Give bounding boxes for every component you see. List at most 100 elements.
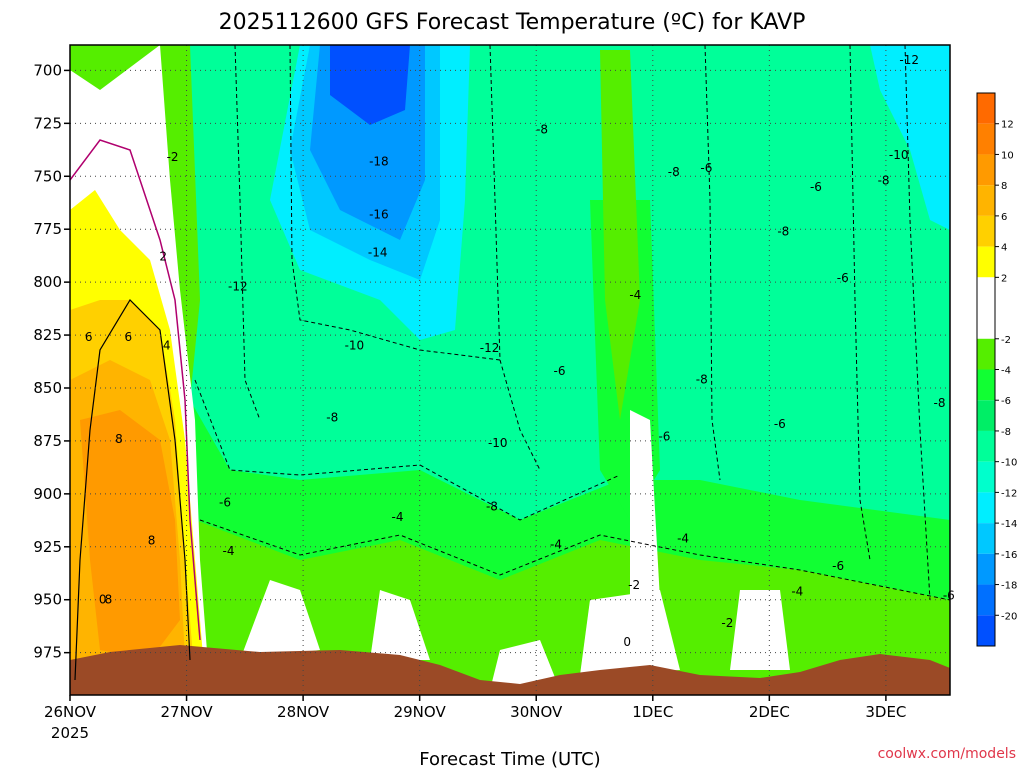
field-plus-8-region (80, 410, 180, 660)
contour-line-e (199, 519, 950, 601)
colorbar-bin (977, 492, 995, 524)
contour-line-f (704, 45, 721, 481)
grid-lines (70, 45, 950, 695)
contour-label: -18 (369, 154, 389, 168)
field-right-cold-region (870, 45, 950, 230)
x-year-label: 2025 (51, 724, 89, 742)
colorbar-tick-label: -10 (1001, 458, 1017, 469)
field-warm-pocket-e (730, 590, 790, 670)
colorbar-bin (977, 185, 995, 216)
contour-label: -6 (658, 430, 670, 444)
plot-frame (69, 44, 951, 696)
colorbar: 12 10 8 6 4 2 -2 -4 -6 -8 -10 -12 -14 -16 -18 -20 (976, 92, 1017, 647)
contour-label: -2 (167, 150, 179, 164)
colorbar-bin (977, 154, 995, 186)
colorbar-tick-label: -14 (1001, 519, 1017, 530)
contour-label: -2 (628, 578, 640, 592)
credit-link[interactable]: coolwx.com/models (878, 746, 1016, 762)
contour-line-warm (74, 299, 191, 681)
contour-label: -8 (696, 373, 708, 387)
contour-label: -6 (837, 271, 849, 285)
x-tick-label: 26NOV (44, 703, 97, 721)
contour-label: 6 (85, 330, 93, 344)
y-tick-label: 900 (33, 485, 62, 503)
contour-line-g (849, 45, 871, 561)
colorbar-bin (977, 93, 995, 124)
colorbar-bin (977, 215, 995, 247)
contour-label: -4 (677, 531, 689, 545)
contour-label: -8 (777, 224, 789, 238)
contour-labels: -226 648808-12-6-4-8-18-16-14-10-4-12-10-… (85, 53, 955, 649)
colorbar-tick-label: -8 (1001, 427, 1011, 438)
colorbar-bin (977, 277, 995, 339)
colorbar-bin (977, 246, 995, 278)
colorbar-tick-label: -12 (1001, 488, 1017, 499)
colorbar-tick-label: 8 (1001, 181, 1007, 192)
contour-label: -4 (223, 544, 235, 558)
x-tick-label: 30NOV (510, 703, 563, 721)
temperature-field (70, 45, 950, 695)
contour-line-c (489, 45, 541, 471)
x-axis: 2025 26NOV 27NOV 28NOV 29NOV 30NOV 1DEC 2DEC 3D… (44, 695, 906, 742)
x-tick-label: 3DEC (865, 703, 906, 721)
contour-label: -4 (791, 584, 803, 598)
contour-label: -6 (943, 588, 955, 602)
contour-label: -6 (774, 417, 786, 431)
x-tick-label: 27NOV (160, 703, 213, 721)
contour-line-b (289, 45, 501, 361)
y-axis: 700 725 750 775 800 825 850 875 900 925 950 975 (33, 61, 70, 662)
contour-label: -6 (700, 161, 712, 175)
colorbar-tick-label: 4 (1001, 243, 1007, 254)
contour-lines (70, 45, 950, 681)
colorbar-tick-label: -6 (1001, 396, 1011, 407)
colorbar-tick-label: -4 (1001, 366, 1011, 377)
colorbar-tick-label: 12 (1001, 120, 1014, 131)
contour-label: 6 (124, 330, 132, 344)
contour-label: -6 (219, 495, 231, 509)
field-warm-pocket-c (580, 590, 680, 675)
field-minus-20-region (330, 45, 410, 125)
contour-label: 0 (623, 635, 631, 649)
colorbar-bin (977, 553, 995, 585)
contour-label: -8 (934, 396, 946, 410)
contour-label: -4 (392, 510, 404, 524)
colorbar-bin (977, 123, 995, 155)
contour-line-a (234, 45, 261, 421)
contour-label: -4 (629, 288, 641, 302)
field-warm-pocket-d (630, 410, 660, 600)
y-tick-label: 825 (33, 326, 62, 344)
field-warm-pocket-b (370, 590, 430, 660)
colorbar-bin (977, 430, 995, 462)
contour-label: -6 (810, 180, 822, 194)
x-tick-label: 29NOV (394, 703, 447, 721)
contour-label: -2 (721, 616, 733, 630)
contour-label: -8 (536, 123, 548, 137)
terrain-ground (70, 645, 950, 695)
x-tick-label: 1DEC (632, 703, 673, 721)
y-tick-label: 875 (33, 432, 62, 450)
contour-freezing-line (70, 139, 201, 641)
contour-label: -16 (369, 207, 389, 221)
y-tick-label: 775 (33, 220, 62, 238)
colorbar-tick-label: -16 (1001, 550, 1017, 561)
contour-label: -6 (832, 559, 844, 573)
contour-label: -8 (486, 500, 498, 514)
contour-label: -12 (480, 341, 500, 355)
field-warm-pocket-f (490, 640, 560, 690)
plot-area: -226 648808-12-6-4-8-18-16-14-10-4-12-10-… (69, 44, 955, 696)
contour-label: -6 (554, 364, 566, 378)
contour-label: -4 (550, 538, 562, 552)
y-tick-label: 750 (33, 167, 62, 185)
colorbar-bin (977, 584, 995, 616)
y-tick-label: 700 (33, 61, 62, 79)
contour-label: -12 (228, 279, 248, 293)
colorbar-tick-label: -18 (1001, 581, 1017, 592)
colorbar-tick-label: -2 (1001, 335, 1011, 346)
colorbar-tick-label: 2 (1001, 273, 1007, 284)
contour-label: 8 (115, 432, 123, 446)
x-tick-label: 28NOV (277, 703, 330, 721)
contour-label: -8 (878, 174, 890, 188)
colorbar-bin (977, 523, 995, 554)
contour-label: -10 (889, 148, 909, 162)
